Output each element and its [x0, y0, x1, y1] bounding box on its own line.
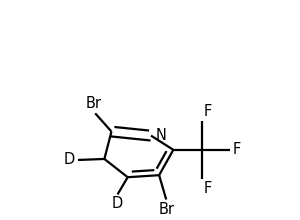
Text: D: D — [112, 196, 123, 211]
Text: Br: Br — [158, 202, 174, 216]
Text: F: F — [204, 181, 212, 196]
Text: F: F — [204, 104, 212, 119]
Text: Br: Br — [85, 96, 101, 111]
Text: D: D — [64, 152, 75, 167]
Text: N: N — [156, 128, 167, 143]
Text: F: F — [232, 142, 240, 157]
